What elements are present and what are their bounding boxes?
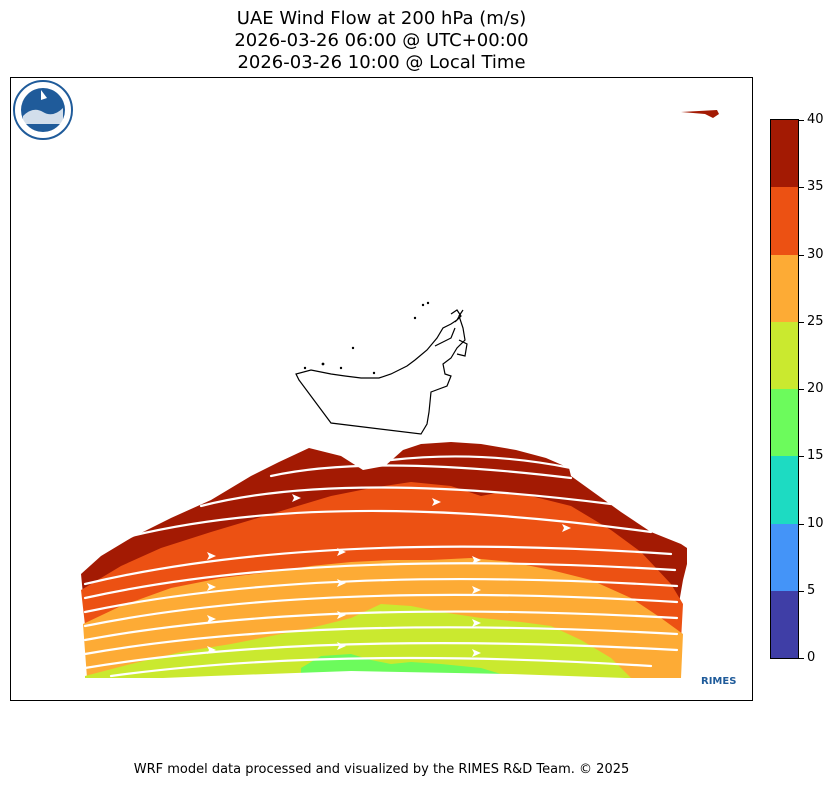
colorbar-tick [799, 389, 804, 390]
colorbar-tick [799, 456, 804, 458]
colorbar-tick-label: 35 [807, 179, 824, 195]
colorbar-band-0-5 [771, 590, 798, 658]
wind-map [11, 110, 752, 700]
arrow-heads [207, 494, 571, 657]
domain-mask [11, 671, 752, 700]
colorbar-tick-label: 20 [807, 381, 824, 396]
islands [303, 301, 430, 375]
colorbar-band-30-35 [771, 187, 798, 255]
title-line-1: UAE Wind Flow at 200 hPa (m/s) [236, 8, 527, 29]
colorbar-tick-label: 30 [807, 246, 824, 262]
colorbar-tick-label: 15 [807, 448, 824, 464]
colorbar-tick [799, 658, 804, 659]
colorbar-band-25-30 [771, 254, 798, 322]
colorbar-tick [799, 254, 804, 256]
colorbar [770, 119, 799, 659]
colorbar-band-15-20 [771, 389, 798, 457]
colorbar-tick [799, 187, 804, 189]
colorbar-tick-label: 10 [807, 515, 824, 531]
colorbar-band-20-25 [771, 321, 798, 389]
uae-outline [295, 309, 468, 435]
colorbar-tick [799, 590, 804, 592]
title-line-2: 2026-03-26 06:00 @ UTC+00:00 [234, 30, 529, 51]
footer-credit: WRF model data processed and visualized … [133, 762, 630, 777]
colorbar-tick-label: 40 [807, 112, 824, 127]
chart-title: UAE Wind Flow at 200 hPa (m/s) 2026-03-2… [0, 8, 763, 74]
logo-text: RIMES [701, 676, 737, 687]
colorbar-tick [799, 523, 804, 525]
colorbar-band-5-10 [771, 523, 798, 591]
colorbar-tick-label: 0 [807, 650, 816, 665]
map-panel: RIMES [10, 77, 753, 701]
colorbar-band-35-40 [771, 120, 798, 188]
colorbar-tick-label: 5 [807, 582, 816, 598]
rimes-logo [13, 80, 73, 140]
colorbar-band-10-15 [771, 456, 798, 524]
wind-patch-top-right [681, 110, 719, 118]
title-line-3: 2026-03-26 10:00 @ Local Time [237, 52, 526, 73]
colorbar-tick-label: 25 [807, 313, 824, 329]
colorbar-tick [799, 321, 804, 323]
colorbar-tick [799, 120, 804, 121]
wind-arrows [83, 455, 679, 678]
